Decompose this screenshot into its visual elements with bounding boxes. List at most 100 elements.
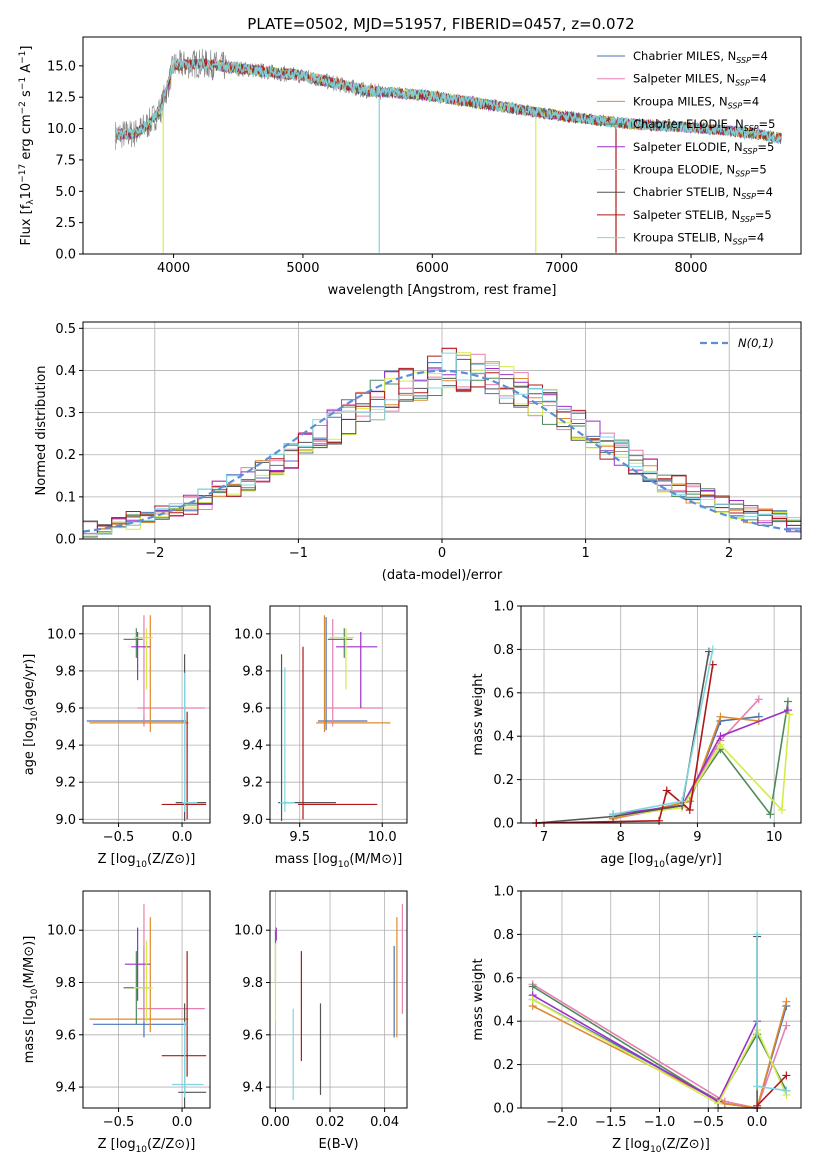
mass-weight-line-kroupa_stelib: [612, 649, 714, 816]
legend-label-salpeter_stelib: Salpeter STELIB, NSSP=5: [633, 208, 772, 224]
mass-weight-marker-salpeter_stelib: [662, 786, 671, 795]
y-tick-label: 0.0: [55, 248, 76, 263]
mass-weight-line-chabrier_stelib: [718, 936, 758, 1109]
mass-weight-marker-chabrier_elodie: [766, 810, 775, 819]
y-tick-label: 0.6: [493, 686, 514, 701]
y-axis-label: Flux [fλ10−17 erg cm−2 s−1 A−1]: [18, 46, 36, 246]
x-tick-label: 2: [725, 546, 733, 561]
mass-weight-marker-salpeter_miles: [754, 695, 763, 704]
errorbar-points: [274, 904, 403, 1101]
y-axis-label: age [log10(age/yr)]: [22, 654, 40, 776]
y-tick-label: 9.0: [242, 813, 263, 828]
y-tick-label: 0.8: [493, 928, 514, 943]
mass-weight-marker-salpeter_elodie: [783, 706, 792, 715]
x-tick-label: −1.0: [644, 1115, 676, 1130]
x-axis-label: Z [log10(Z/Z⊙)]: [612, 1137, 710, 1155]
axes-frame: [269, 890, 408, 1109]
errorbar-points: [278, 615, 391, 822]
age-vs-metallicity-panel: −0.5 0.0 9.0 9.2 9.4 9.6 9.8 10.0 Z [log10(Z/Z⊙)…: [22, 605, 211, 870]
y-tick-label: 7.5: [55, 153, 76, 168]
legend: Chabrier MILES, NSSP=4 Salpeter MILES, NS…: [597, 49, 775, 247]
y-tick-label: 9.6: [55, 702, 76, 717]
mass-weight-line-chabrier_elodie: [612, 701, 789, 818]
x-axis-label: mass [log10(M/M⊙)]: [275, 852, 403, 870]
mass-weight-marker-kroupa_stelib: [753, 930, 762, 939]
y-tick-label: 5.0: [55, 185, 76, 200]
x-tick-label: 8: [617, 830, 625, 845]
x-tick-label: 8000: [674, 261, 707, 276]
mass-weight-marker-salpeter_stelib: [685, 805, 694, 814]
y-tick-label: 9.2: [242, 776, 263, 791]
legend-label-chabrier_stelib: Chabrier STELIB, NSSP=4: [633, 185, 773, 201]
y-tick-label: 10.0: [234, 924, 263, 939]
x-tick-label: 0.02: [316, 1115, 345, 1130]
legend-label-kroupa_elodie: Kroupa ELODIE, NSSP=5: [633, 163, 767, 179]
x-tick-label: 10.0: [368, 830, 397, 845]
legend-label-chabrier_elodie: Chabrier ELODIE, NSSP=5: [633, 117, 775, 133]
mass-weight-vs-age-panel: 7 8 9 10 0.0 0.2 0.4 0.6 0.8 1.0 age [log10(age/yr…: [471, 600, 802, 870]
x-axis-label: (data-model)/error: [382, 568, 503, 583]
mass-weight-line-salpeter_stelib: [756, 1074, 787, 1107]
legend-label-kroupa_stelib: Kroupa STELIB, NSSP=4: [633, 231, 764, 247]
x-tick-label: 10: [766, 830, 783, 845]
y-tick-label: 9.8: [55, 976, 76, 991]
x-tick-label: 9: [693, 830, 701, 845]
y-tick-label: 2.5: [55, 216, 76, 231]
mass-weight-line-kroupa_miles: [532, 1001, 788, 1109]
x-tick-label: −1: [289, 546, 308, 561]
mass-weight-marker-kroupa_miles: [716, 712, 725, 721]
y-tick-label: 9.0: [55, 813, 76, 828]
y-tick-label: 0.6: [493, 971, 514, 986]
x-tick-label: 0.0: [172, 1115, 193, 1130]
mass-weight-line-chabrier_stelib: [536, 651, 710, 824]
y-tick-label: 15.0: [47, 59, 76, 74]
x-tick-label: 0: [438, 546, 446, 561]
axes-frame: [520, 605, 802, 824]
mass-weight-line-kroupa_miles: [612, 715, 759, 820]
mass-weight-marker-salpeter_elodie: [716, 732, 725, 741]
y-tick-label: 9.8: [242, 976, 263, 991]
x-tick-label: 0.00: [261, 1115, 290, 1130]
y-tick-label: 12.5: [47, 91, 76, 106]
y-tick-label: 9.4: [242, 739, 263, 754]
histogram-step-chabrier_elodie: [83, 377, 801, 533]
y-axis-label: mass weight: [471, 958, 486, 1040]
mass-weight-line-kroupa_elodie: [532, 998, 788, 1105]
mass-weight-marker-kroupa_miles: [782, 997, 791, 1006]
x-tick-label: 5000: [286, 261, 319, 276]
mass-weight-marker-kroupa_elodie: [716, 740, 725, 749]
y-tick-label: 0.0: [493, 817, 514, 832]
figure-title: PLATE=0502, MJD=51957, FIBERID=0457, z=0…: [247, 15, 634, 33]
y-tick-label: 0.2: [493, 1058, 514, 1073]
x-tick-label: 7: [540, 830, 548, 845]
y-tick-label: 9.6: [55, 1028, 76, 1043]
x-axis-label: wavelength [Angstrom, rest frame]: [328, 283, 557, 298]
mass-weight-line-salpeter_elodie: [532, 994, 758, 1103]
mass-weight-marker-kroupa_elodie: [528, 995, 537, 1004]
residual-histogram-panel: −2 −1 0 1 2 0.0 0.1 0.2 0.3 0.4 0.5 (data-model)/er…: [34, 321, 802, 583]
y-tick-label: 0.4: [493, 730, 514, 745]
mass-weight-marker-kroupa_elodie: [777, 805, 786, 814]
y-tick-label: 9.6: [242, 1028, 263, 1043]
errorbar-points: [86, 615, 207, 822]
x-axis-label: Z [log10(Z/Z⊙)]: [98, 852, 196, 870]
axes-frame: [82, 36, 802, 255]
y-tick-label: 9.4: [55, 739, 76, 754]
spectrum-panel: 4000 5000 6000 7000 8000 0.0 2.5 5.0 7.5 10.0 12.5…: [18, 36, 802, 298]
x-tick-label: 4000: [157, 261, 190, 276]
y-axis-label: mass weight: [471, 673, 486, 755]
y-tick-label: 0.0: [55, 533, 76, 548]
errorbar-points: [89, 904, 207, 1108]
axes-frame: [82, 890, 211, 1109]
y-tick-label: 0.8: [493, 643, 514, 658]
normal-distribution-curve: [82, 369, 802, 533]
y-tick-label: 0.1: [55, 490, 76, 505]
x-tick-label: 7000: [545, 261, 578, 276]
mass-weight-marker-chabrier_elodie: [528, 982, 537, 991]
y-tick-label: 9.2: [55, 776, 76, 791]
mass-weight-marker-kroupa_miles: [720, 1099, 729, 1108]
axes-frame: [82, 605, 211, 824]
mass-vs-ebv-panel: 0.00 0.02 0.04 9.4 9.6 9.8 10.0 E(B-V): [234, 890, 408, 1152]
y-tick-label: 0.0: [493, 1102, 514, 1117]
legend-label-gauss: N(0,1): [738, 336, 774, 350]
